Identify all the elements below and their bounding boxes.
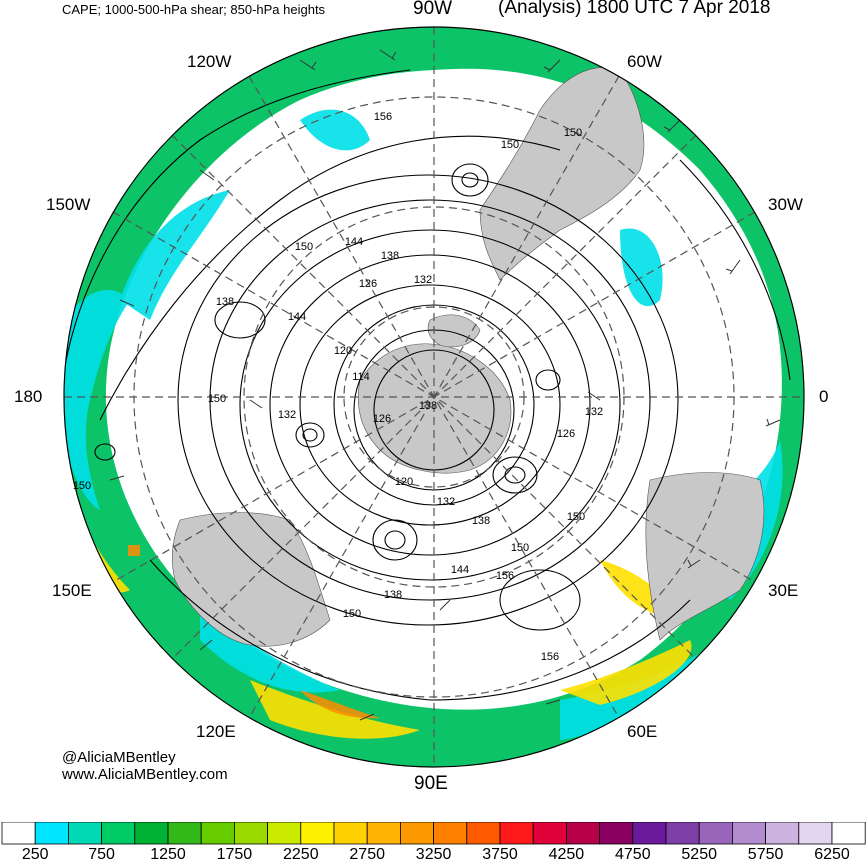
contour-label: 150 [73, 480, 91, 492]
colorbar-tick-label: 4250 [548, 846, 585, 863]
land-north-america [479, 67, 645, 281]
contour-label: 150 [511, 542, 529, 554]
colorbar-swatch [433, 822, 468, 845]
colorbar-swatch [333, 822, 368, 845]
lon-label-120e: 120E [196, 722, 236, 741]
lon-label-180: 180 [14, 387, 43, 406]
colorbar-swatch [101, 822, 136, 845]
contour-label: 156 [374, 111, 392, 123]
colorbar-tick-label: 750 [88, 846, 115, 863]
contour-label: 156 [541, 651, 559, 663]
colorbar-swatch [300, 822, 335, 845]
colorbar-swatch [1, 822, 36, 845]
contour-label: 126 [373, 413, 391, 425]
colorbar-swatch [566, 822, 601, 845]
contour-label: 150 [567, 511, 585, 523]
colorbar-swatch [665, 822, 700, 845]
colorbar-tick-label: 2250 [283, 846, 319, 863]
colorbar-swatch [68, 822, 103, 845]
colorbar-swatch [532, 822, 567, 845]
colorbar-tick-label: 4750 [615, 846, 651, 863]
contour-label: 132 [278, 409, 296, 421]
colorbar-tick-label: 2750 [349, 846, 385, 863]
colorbar-swatch [632, 822, 667, 845]
colorbar-swatch [765, 822, 800, 845]
colorbar-tick-label: 250 [21, 846, 49, 863]
contour-label: 120 [395, 476, 413, 488]
lon-label-0: 0 [819, 387, 829, 406]
colorbar-tick-label: 3250 [415, 846, 452, 863]
map-border [63, 26, 805, 768]
contour-labels: 156 150 150 150 144 138 138 132 126 144 120 114 150 1… [73, 111, 603, 663]
lon-label-90e: 90E [414, 773, 448, 794]
colorbar-swatch [466, 822, 501, 845]
contour-label: 132 [585, 406, 603, 418]
contour-label: 126 [359, 278, 377, 290]
colorbar-swatch [798, 822, 833, 845]
contour-label: 150 [501, 139, 519, 151]
credit-website: www.AliciaMBentley.com [62, 766, 228, 783]
colorbar-swatch [399, 822, 434, 845]
contour-label: 150 [564, 127, 582, 139]
colorbar-tick-label: 1750 [216, 846, 253, 863]
lon-label-60e: 60E [627, 722, 658, 741]
lon-label-150w: 150W [46, 195, 91, 214]
colorbar-swatch [499, 822, 534, 845]
contour-label: 138 [216, 296, 234, 308]
colorbar-swatch [599, 822, 634, 845]
contour-label: 138 [472, 515, 490, 527]
graticule [64, 27, 804, 767]
colorbar-tick-label: 6250 [814, 846, 850, 863]
lon-label-30w: 30W [768, 195, 803, 214]
lon-label-30e: 30E [768, 581, 799, 600]
contour-label: 138 [381, 250, 399, 262]
colorbar-swatch [200, 822, 235, 845]
contour-label: 144 [345, 236, 363, 248]
colorbar-tick-label: 1250 [150, 846, 186, 863]
colorbar-swatch [134, 822, 169, 845]
colorbar-tick-label: 5250 [681, 846, 717, 863]
contour-label: 138 [384, 589, 402, 601]
lon-label-90w: 90W [413, 0, 453, 19]
contour-label: 150 [343, 608, 361, 620]
credit-twitter: @AliciaMBentley [62, 749, 176, 766]
colorbar-swatch [34, 822, 69, 845]
colorbar-swatch [233, 822, 268, 845]
contour-label: 138 [419, 400, 437, 412]
colorbar-tick-label: 5750 [747, 846, 784, 863]
colorbar-swatch [167, 822, 202, 845]
colorbar-swatch [366, 822, 401, 845]
shear-barbs [109, 49, 781, 721]
contour-label: 144 [451, 564, 469, 576]
contour-label: 144 [288, 311, 306, 323]
lon-label-60w: 60W [627, 52, 662, 71]
cape-colorbar [1, 822, 866, 845]
lon-label-150e: 150E [52, 581, 92, 600]
contour-label: 126 [557, 428, 575, 440]
map-title-right: (Analysis) 1800 UTC 7 Apr 2018 [498, 0, 771, 18]
contour-label: 150 [295, 241, 313, 253]
colorbar-tick-label: 3750 [482, 846, 518, 863]
colorbar-swatch [698, 822, 733, 845]
map-title-left: CAPE; 1000-500-hPa shear; 850-hPa height… [62, 2, 326, 17]
contour-label: 132 [414, 274, 432, 286]
lon-label-120w: 120W [187, 52, 232, 71]
contour-label: 114 [352, 371, 370, 383]
contour-label: 120 [334, 345, 352, 357]
contour-label: 156 [496, 570, 514, 582]
colorbar-swatch [732, 822, 767, 845]
contour-label: 150 [208, 393, 226, 405]
colorbar-swatch [831, 822, 866, 845]
land-europe-africa [645, 472, 765, 641]
colorbar-swatch [267, 822, 302, 845]
contour-label: 132 [437, 496, 455, 508]
